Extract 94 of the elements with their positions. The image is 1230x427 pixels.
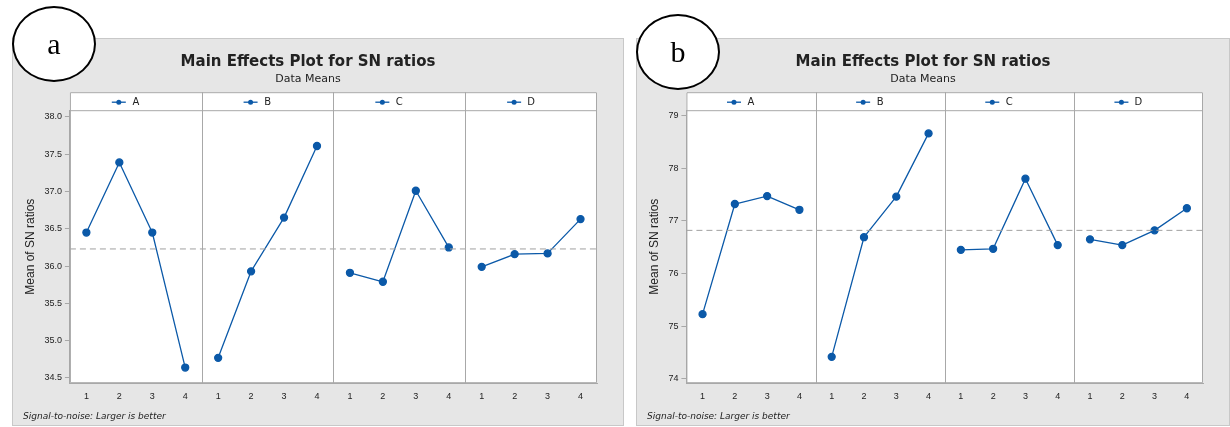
x-tick-label: 3	[764, 391, 770, 402]
x-tick-label: 3	[1022, 391, 1028, 402]
legend-label: D	[1134, 95, 1143, 107]
point	[795, 205, 804, 214]
text: b	[670, 35, 686, 69]
x-tick-label: 2	[512, 391, 518, 402]
y-tick-label: 37.5	[44, 148, 62, 159]
point	[477, 262, 486, 271]
chart-subtitle: Data Means	[890, 72, 956, 86]
x-tick-label: 3	[545, 391, 551, 402]
y-tick-label: 74	[668, 373, 679, 384]
point	[543, 249, 552, 258]
legend-label: C	[395, 95, 403, 107]
x-tick-label: 4	[1055, 391, 1061, 402]
x-tick-label: 1	[479, 391, 485, 402]
point	[988, 244, 998, 253]
x-tick-label: 1	[347, 391, 353, 402]
y-tick-label: 79	[668, 109, 679, 120]
x-tick-label: 2	[380, 391, 386, 402]
x-tick-label: 2	[248, 391, 254, 402]
legend-label: D	[527, 95, 536, 107]
x-tick-label: 3	[281, 391, 287, 402]
x-tick-label: 4	[1184, 391, 1190, 402]
x-tick-label: 3	[893, 391, 899, 402]
point	[1053, 240, 1062, 250]
point	[1182, 204, 1192, 213]
text: Signal-to-noise: Larger is better	[23, 411, 167, 421]
point	[411, 186, 420, 195]
legend-label: B	[264, 95, 272, 107]
point	[279, 213, 289, 222]
point	[892, 192, 901, 201]
point	[510, 250, 519, 259]
x-tick-label: 2	[732, 391, 738, 402]
x-tick-label: 1	[1087, 391, 1093, 402]
point	[115, 158, 124, 167]
point	[1118, 240, 1127, 250]
x-tick-label: 2	[861, 391, 867, 402]
point	[1085, 235, 1095, 244]
point	[246, 267, 256, 276]
x-tick-label: 3	[413, 391, 419, 402]
x-tick-label: 2	[1119, 391, 1125, 402]
y-tick-label: 76	[668, 268, 679, 279]
y-axis-title: Mean of SN ratios	[646, 198, 661, 295]
x-tick-label: 4	[182, 391, 188, 402]
x-tick-label: 4	[796, 391, 802, 402]
x-tick-label: 4	[926, 391, 932, 402]
chart-title: Main Effects Plot for SN ratios	[795, 51, 1051, 70]
y-axis-title: Mean of SN ratios	[22, 198, 37, 295]
x-tick-label: 1	[958, 391, 964, 402]
y-tick-label: 36.0	[44, 260, 62, 271]
chart-subtitle: Data Means	[275, 72, 341, 86]
x-tick-label: 1	[700, 391, 706, 402]
point	[730, 199, 739, 209]
y-tick-label: 36.5	[44, 223, 62, 234]
point	[576, 214, 585, 224]
text: a	[47, 27, 61, 61]
x-tick-label: 3	[1152, 391, 1158, 402]
point	[956, 245, 965, 255]
point	[924, 129, 933, 138]
point	[148, 228, 157, 237]
point	[378, 277, 388, 286]
y-tick-label: 77	[668, 215, 679, 226]
point	[1021, 174, 1030, 183]
y-tick-label: 38.0	[44, 111, 62, 122]
point	[762, 191, 772, 201]
x-tick-label: 4	[446, 391, 452, 402]
x-tick-label: 1	[829, 391, 835, 402]
x-tick-label: 2	[116, 391, 122, 402]
x-tick-label: 4	[314, 391, 320, 402]
text: Signal-to-noise: Larger is better	[647, 411, 791, 421]
legend-label: C	[1005, 95, 1013, 107]
point	[345, 268, 355, 277]
legend-label: A	[132, 95, 140, 107]
point	[214, 353, 223, 362]
point	[698, 310, 707, 319]
legend-label: B	[876, 95, 884, 107]
point	[827, 352, 836, 361]
y-tick-label: 34.5	[44, 372, 62, 383]
point	[181, 363, 190, 372]
x-tick-label: 2	[990, 391, 996, 402]
y-tick-label: 37.0	[44, 185, 62, 196]
chart-title: Main Effects Plot for SN ratios	[180, 51, 436, 70]
y-tick-label: 78	[668, 162, 679, 173]
x-tick-label: 3	[149, 391, 155, 402]
point	[82, 228, 91, 237]
x-tick-label: 4	[578, 391, 584, 402]
x-tick-label: 1	[83, 391, 89, 402]
point	[312, 141, 322, 151]
y-tick-label: 35.5	[44, 297, 62, 308]
point	[859, 233, 869, 242]
y-tick-label: 35.0	[44, 335, 62, 346]
legend-label: A	[747, 95, 755, 107]
y-tick-label: 75	[668, 320, 679, 331]
x-tick-label: 1	[215, 391, 221, 402]
